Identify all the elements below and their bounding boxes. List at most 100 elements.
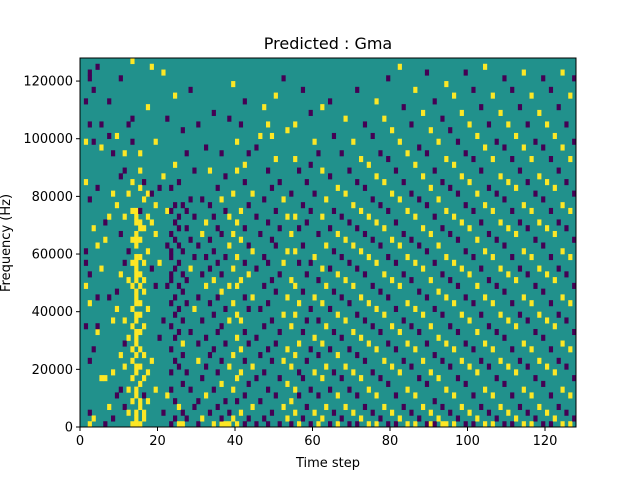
heatmap-cell xyxy=(417,328,422,336)
heatmap-cell xyxy=(525,317,530,324)
heatmap-cell xyxy=(568,254,573,261)
heatmap-cell xyxy=(262,323,267,330)
heatmap-cell xyxy=(409,409,414,416)
heatmap-cell xyxy=(145,213,151,220)
heatmap-cell xyxy=(300,202,306,209)
heatmap-cell xyxy=(525,225,530,232)
heatmap-cell xyxy=(165,242,170,249)
heatmap-cell xyxy=(541,242,546,249)
heatmap-cell xyxy=(459,219,464,226)
heatmap-cell xyxy=(328,421,333,428)
heatmap-cell xyxy=(335,311,340,318)
heatmap-cell xyxy=(145,104,151,111)
heatmap-cell xyxy=(138,184,143,191)
heatmap-cell xyxy=(126,277,131,284)
heatmap-cell xyxy=(192,305,197,312)
heatmap-cell xyxy=(471,421,476,428)
heatmap-cell xyxy=(463,202,468,209)
heatmap-cell xyxy=(134,207,139,214)
heatmap-cell xyxy=(134,300,139,307)
heatmap-cell xyxy=(188,265,193,272)
heatmap-cell xyxy=(510,207,515,214)
heatmap-cell xyxy=(231,352,236,359)
heatmap-cell xyxy=(142,352,147,359)
heatmap-cell xyxy=(138,150,143,157)
heatmap-cell xyxy=(370,409,375,416)
heatmap-cell xyxy=(424,69,430,76)
heatmap-cell xyxy=(525,179,530,186)
heatmap-cell xyxy=(246,271,251,278)
heatmap-cell xyxy=(103,375,108,382)
heatmap-cell xyxy=(339,150,344,157)
heatmap-cell xyxy=(227,421,232,428)
heatmap-cell xyxy=(548,207,554,214)
heatmap-cell xyxy=(238,236,244,243)
heatmap-cell xyxy=(444,207,449,214)
heatmap-cell xyxy=(386,207,391,214)
heatmap-cell xyxy=(142,277,147,284)
heatmap-cell xyxy=(444,421,449,428)
heatmap-cell xyxy=(432,259,437,266)
heatmap-cell xyxy=(552,277,557,284)
heatmap-cell xyxy=(180,409,185,416)
heatmap-cell xyxy=(560,144,565,151)
heatmap-cell xyxy=(401,271,406,278)
heatmap-cell xyxy=(95,294,100,301)
heatmap-cell xyxy=(176,179,182,186)
heatmap-cell xyxy=(269,317,275,324)
heatmap-cell xyxy=(324,403,329,411)
heatmap-cell xyxy=(308,305,313,312)
heatmap-cell xyxy=(390,409,395,416)
heatmap-cell xyxy=(262,415,267,422)
heatmap-cell xyxy=(138,363,143,370)
x-tick-label: 120 xyxy=(533,434,558,449)
heatmap-cell xyxy=(494,236,499,243)
heatmap-cell xyxy=(157,259,162,266)
heatmap-cell xyxy=(421,357,426,364)
heatmap-cell xyxy=(448,230,453,238)
heatmap-cell xyxy=(351,282,356,289)
heatmap-cell xyxy=(397,242,402,249)
heatmap-cell xyxy=(378,375,383,382)
heatmap-cell xyxy=(169,386,174,393)
heatmap-cell xyxy=(351,242,356,249)
heatmap-cell xyxy=(235,219,240,226)
heatmap-cell xyxy=(211,109,216,116)
heatmap-cell xyxy=(289,363,294,370)
heatmap-cell xyxy=(498,403,503,411)
heatmap-cell xyxy=(525,363,530,370)
heatmap-cell xyxy=(207,202,213,209)
heatmap-cell xyxy=(502,242,507,249)
heatmap-cell xyxy=(517,311,523,318)
heatmap-cell xyxy=(173,311,178,318)
heatmap-cell xyxy=(483,248,488,255)
heatmap-cell xyxy=(432,98,437,105)
heatmap-cell xyxy=(568,346,573,353)
heatmap-cell xyxy=(83,179,89,186)
heatmap-cell xyxy=(440,179,445,186)
heatmap-cell xyxy=(486,409,492,416)
heatmap-cell xyxy=(188,196,193,203)
heatmap-cell xyxy=(537,357,542,364)
heatmap-cell xyxy=(134,259,139,266)
heatmap-cell xyxy=(525,409,530,416)
heatmap-cell xyxy=(335,271,340,278)
heatmap-cell xyxy=(556,219,561,226)
heatmap-cell xyxy=(238,317,244,324)
heatmap-cell xyxy=(568,421,573,428)
heatmap-cell xyxy=(238,369,244,376)
heatmap-cell xyxy=(397,328,402,336)
heatmap-cell xyxy=(242,179,247,186)
heatmap-cell xyxy=(215,403,220,411)
heatmap-cell xyxy=(297,421,302,428)
heatmap-cell xyxy=(293,311,298,318)
heatmap-cell xyxy=(424,248,430,255)
heatmap-cell xyxy=(138,403,143,411)
heatmap-cell xyxy=(335,184,340,191)
heatmap-cell xyxy=(374,219,379,226)
heatmap-cell xyxy=(475,132,480,140)
heatmap-cell xyxy=(107,403,112,411)
heatmap-cell xyxy=(506,179,511,186)
heatmap-cell xyxy=(285,213,290,220)
heatmap-cell xyxy=(142,196,147,203)
